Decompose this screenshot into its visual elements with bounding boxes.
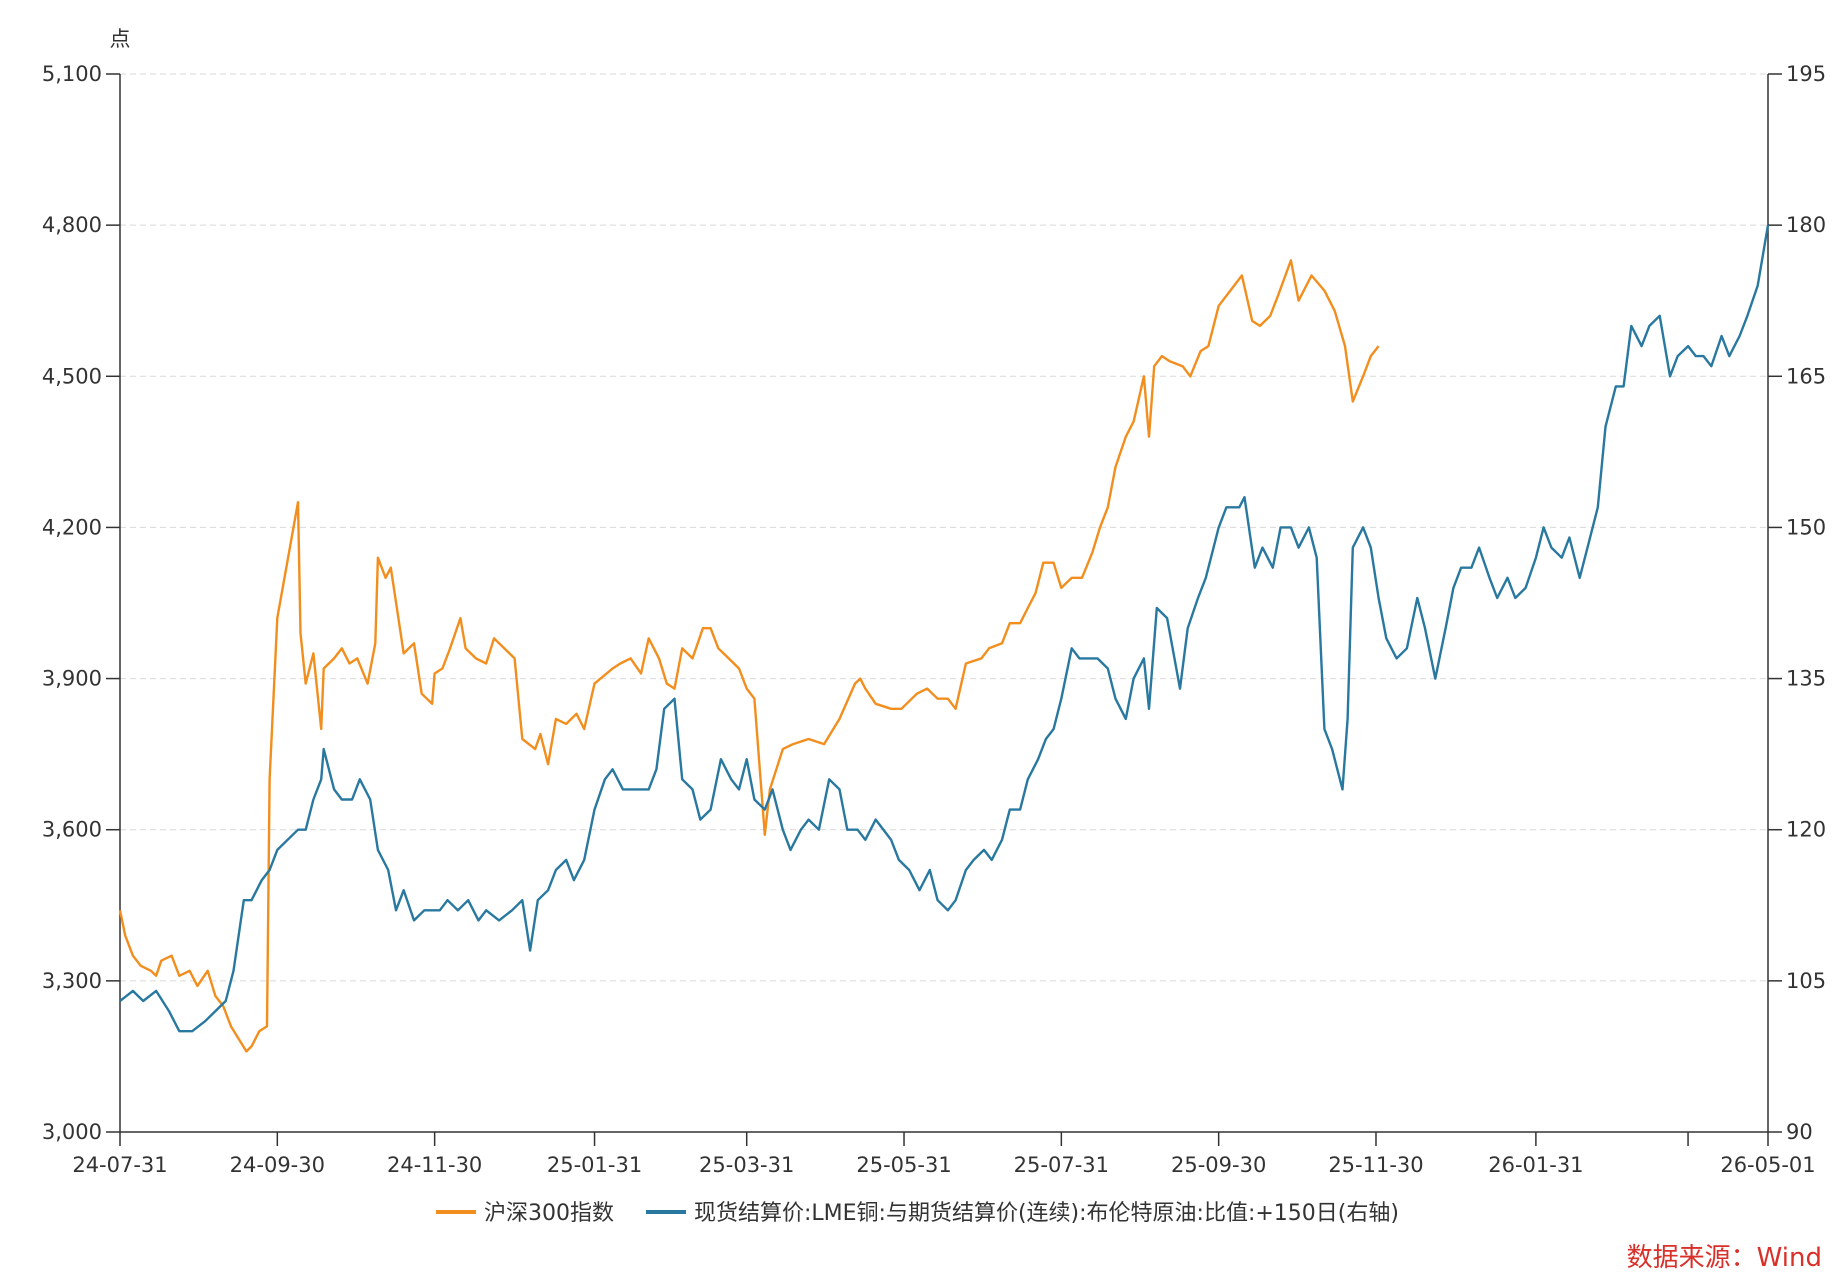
- right-tick-label: 135: [1786, 667, 1826, 691]
- x-tick-label: 24-09-30: [230, 1153, 325, 1177]
- x-tick-label: 24-11-30: [387, 1153, 482, 1177]
- right-tick-label: 90: [1786, 1120, 1813, 1144]
- right-tick-label: 120: [1786, 818, 1826, 842]
- x-tick-label: 25-11-30: [1328, 1153, 1423, 1177]
- x-tick-label: 25-05-31: [856, 1153, 951, 1177]
- right-tick-label: 165: [1786, 364, 1826, 388]
- axes: 点: [110, 27, 1769, 1133]
- x-tick-label: 26-05-01: [1720, 1153, 1815, 1177]
- data-source-label: 数据来源：Wind: [1627, 1243, 1822, 1273]
- legend-label-copper-oil-ratio: 现货结算价:LME铜:与期货结算价(连续):布伦特原油:比值:+150日(右轴): [694, 1201, 1399, 1226]
- x-tick-label: 25-09-30: [1171, 1153, 1266, 1177]
- series-line-copper-oil-ratio: [119, 224, 1770, 1033]
- axis-ticks: 3,000 3,300 3,600 3,900 4,200 4,500 4,800 5,100…: [42, 62, 1826, 1177]
- x-tick-label: 25-07-31: [1014, 1153, 1109, 1177]
- left-tick-label: 4,200: [42, 515, 102, 539]
- right-tick-label: 195: [1786, 62, 1826, 86]
- left-tick-label: 5,100: [42, 62, 102, 86]
- left-tick-label: 4,500: [42, 364, 102, 388]
- left-tick-label: 3,300: [42, 969, 102, 993]
- left-tick-label: 3,000: [42, 1120, 102, 1144]
- series-line-hs300: [118, 259, 1380, 1053]
- left-tick-label: 3,600: [42, 818, 102, 842]
- right-tick-label: 105: [1786, 969, 1826, 993]
- x-tick-label: 25-01-31: [547, 1153, 642, 1177]
- series-lines: [118, 224, 1770, 1053]
- grid-lines: [120, 73, 1768, 982]
- left-tick-label: 3,900: [42, 667, 102, 691]
- right-tick-label: 180: [1786, 213, 1826, 237]
- x-tick-label: 26-01-31: [1488, 1153, 1583, 1177]
- legend: 沪深300指数 现货结算价:LME铜:与期货结算价(连续):布伦特原油:比值:+…: [436, 1201, 1399, 1226]
- right-tick-label: 150: [1786, 515, 1826, 539]
- legend-label-hs300: 沪深300指数: [484, 1201, 614, 1226]
- left-axis-unit-label: 点: [110, 27, 131, 51]
- left-tick-label: 4,800: [42, 213, 102, 237]
- x-tick-label: 25-03-31: [699, 1153, 794, 1177]
- x-tick-label: 24-07-31: [72, 1153, 167, 1177]
